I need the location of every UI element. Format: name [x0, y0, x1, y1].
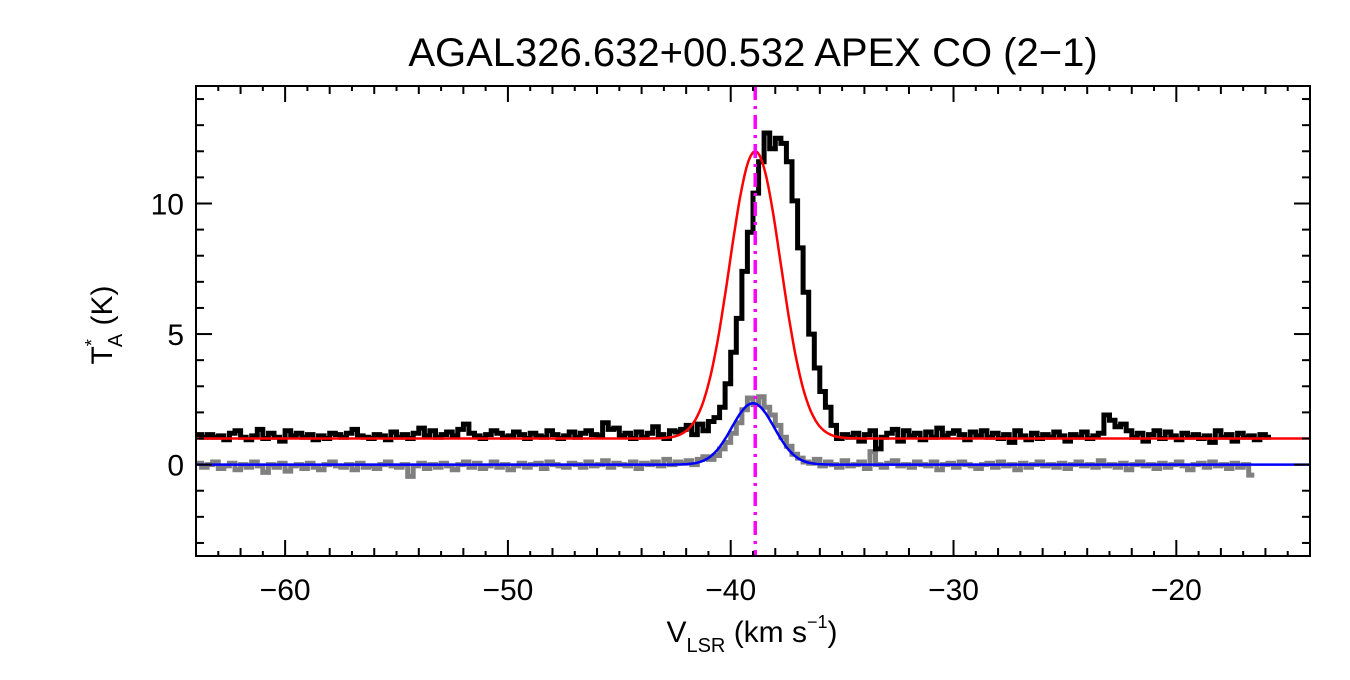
plot-frame [195, 85, 1311, 557]
x-tick-label: −20 [1151, 574, 1202, 607]
x-tick-label: −60 [260, 574, 311, 607]
x-axis-label-unit: (km s [725, 616, 807, 649]
x-axis-label-sup: −1 [807, 612, 828, 632]
x-axis-label-main: V [666, 616, 686, 649]
gaussian-fit-curve [196, 149, 1310, 440]
y-tick-label: 0 [167, 450, 184, 483]
y-axis-label-unit: (K) [86, 285, 119, 333]
y-tick-label: 10 [151, 189, 184, 222]
secondary-gaussian-curve [196, 402, 1310, 466]
co-observed-spectrum [196, 130, 1271, 452]
x-tick-label: −40 [705, 574, 756, 607]
y-axis-label: T* A (K) [82, 285, 127, 364]
x-tick-label: −30 [928, 574, 979, 607]
series-group [196, 130, 1310, 479]
x-axis-label-close: ) [828, 616, 838, 649]
residual-spectrum [196, 394, 1255, 479]
x-axis-label-sub: LSR [686, 635, 725, 657]
x-axis-label: VLSR (km s−1) [666, 612, 837, 657]
y-axis-label-sub: A [105, 333, 127, 347]
y-axis-label-main: T [86, 346, 119, 364]
plot-area: −60 −50 −40 −30 −20 0 5 10 [151, 85, 1311, 607]
y-tick-label: 5 [167, 319, 184, 352]
x-tick-label: −50 [482, 574, 533, 607]
chart-title: AGAL326.632+00.532 APEX CO (2−1) [408, 31, 1097, 75]
y-axis-label-sup: * [82, 339, 102, 346]
